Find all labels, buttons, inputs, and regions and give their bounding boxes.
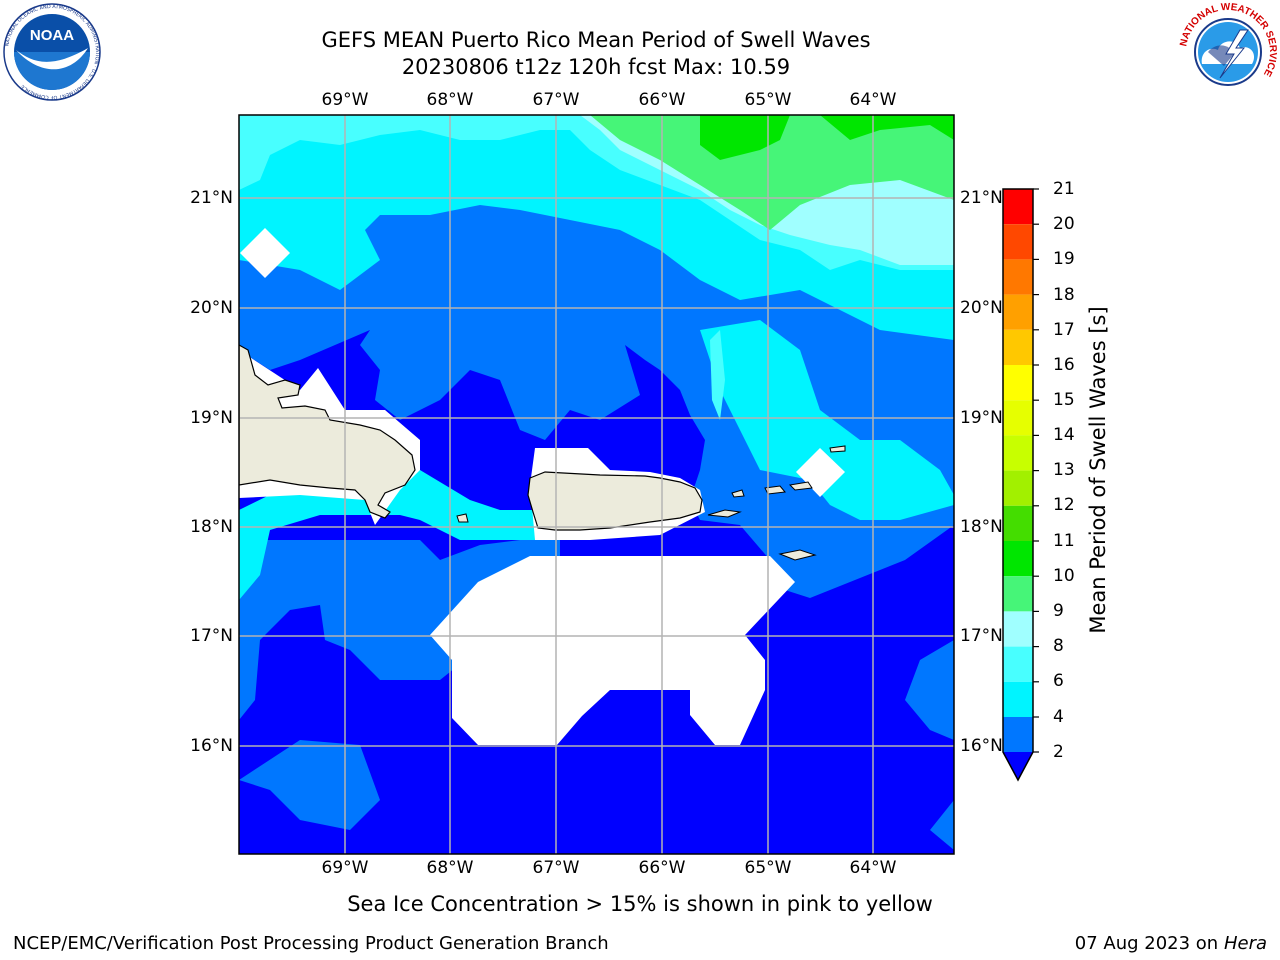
- colorbar-bin-16-17: [1003, 329, 1033, 365]
- lat-label-right: 20°N: [960, 298, 1003, 318]
- colorbar-tick: 2: [1053, 742, 1064, 762]
- colorbar-tick: 16: [1053, 355, 1075, 375]
- contour-band-11-12: [700, 115, 954, 160]
- colorbar-bin-10-11: [1003, 541, 1033, 577]
- contour-band-4-6: [239, 115, 954, 850]
- colorbar-tick: 12: [1053, 495, 1075, 515]
- colorbar-bin-4-6: [1003, 681, 1033, 717]
- lat-label-left: 16°N: [190, 736, 233, 756]
- colorbar-outline: [1002, 188, 1034, 782]
- colorbar-tick: 18: [1053, 285, 1075, 305]
- colorbar-title: Mean Period of Swell Waves [s]: [1086, 306, 1110, 634]
- lon-label-bottom: 68°W: [426, 858, 474, 878]
- colorbar-bin-20-21: [1003, 189, 1033, 225]
- colorbar-tick: 17: [1053, 320, 1075, 340]
- colorbar-tick: 14: [1053, 425, 1075, 445]
- lon-label-bottom: 65°W: [744, 858, 792, 878]
- colorbar-tick: 15: [1053, 390, 1075, 410]
- colorbar-bin-2-4: [1003, 717, 1033, 752]
- lat-label-right: 21°N: [960, 188, 1003, 208]
- nws-logo: NATIONAL WEATHER SERVICE: [1178, 2, 1278, 100]
- map-title: GEFS MEAN Puerto Rico Mean Period of Swe…: [321, 28, 871, 52]
- footer-date: 07 Aug 2023 on Hera: [1075, 933, 1267, 955]
- lon-label-bottom: 66°W: [638, 858, 686, 878]
- lon-label-top: 66°W: [638, 90, 686, 110]
- colorbar-bin-14-15: [1003, 400, 1033, 436]
- colorbar-tick: 6: [1053, 671, 1064, 691]
- colorbar-bin-19-20: [1003, 224, 1033, 260]
- colorbar-bin-18-19: [1003, 259, 1033, 295]
- colorbar-extend-min: [1003, 752, 1033, 780]
- st-croix-island: [778, 549, 817, 561]
- map-frame: [238, 114, 955, 855]
- colorbar-bin-17-18: [1003, 294, 1033, 330]
- lon-label-bottom: 69°W: [321, 858, 369, 878]
- lon-label-bottom: 64°W: [849, 858, 897, 878]
- contour-band-8-9-streak: [710, 330, 725, 420]
- colorbar-bin-8-9: [1003, 611, 1033, 647]
- contour-band-10-11: [590, 115, 954, 230]
- colorbar: [1002, 188, 1039, 782]
- colorbar-tick: 20: [1053, 214, 1075, 234]
- sea-ice-note: Sea Ice Concentration > 15% is shown in …: [347, 892, 933, 916]
- mask-region-south: [430, 556, 795, 745]
- lon-label-top: 69°W: [321, 90, 369, 110]
- colorbar-tick: 21: [1053, 179, 1075, 199]
- lat-label-right: 16°N: [960, 736, 1003, 756]
- lon-label-top: 64°W: [849, 90, 897, 110]
- lat-label-left: 19°N: [190, 408, 233, 428]
- lon-label-top: 67°W: [532, 90, 580, 110]
- lat-label-right: 19°N: [960, 408, 1003, 428]
- lon-label-bottom: 67°W: [532, 858, 580, 878]
- colorbar-tick: 19: [1053, 249, 1075, 269]
- tortola-island: [788, 481, 813, 491]
- culebra-island: [731, 489, 745, 498]
- colorbar-bin-15-16: [1003, 365, 1033, 401]
- puerto-rico-landmass: [527, 471, 703, 531]
- colorbar-bin-13-14: [1003, 435, 1033, 471]
- vieques-island: [707, 509, 742, 518]
- anegada-island: [829, 445, 846, 453]
- lon-label-top: 65°W: [744, 90, 792, 110]
- lat-label-left: 17°N: [190, 626, 233, 646]
- colorbar-tick: 11: [1053, 531, 1075, 551]
- lat-label-right: 17°N: [960, 626, 1003, 646]
- footer-machine: Hera: [1223, 933, 1267, 954]
- lat-label-left: 20°N: [190, 298, 233, 318]
- hispaniola-landmass: [239, 344, 416, 519]
- lat-label-left: 18°N: [190, 517, 233, 537]
- footer-branch: NCEP/EMC/Verification Post Processing Pr…: [13, 933, 609, 954]
- colorbar-tick: 10: [1053, 566, 1075, 586]
- colorbar-bin-6-8: [1003, 646, 1033, 682]
- st-thomas-island: [764, 485, 786, 495]
- lat-label-left: 21°N: [190, 188, 233, 208]
- colorbar-bin-12-13: [1003, 470, 1033, 506]
- noaa-logo-text: NOAA: [30, 27, 74, 44]
- graticule: [239, 115, 954, 854]
- footer-date-text: 07 Aug 2023 on: [1074, 933, 1219, 954]
- mask-region-northwest: [240, 228, 290, 278]
- colorbar-tick: 8: [1053, 636, 1064, 656]
- colorbar-tick: 13: [1053, 460, 1075, 480]
- map-subtitle: 20230806 t12z 120h fcst Max: 10.59: [401, 55, 791, 79]
- colorbar-bin-9-10: [1003, 576, 1033, 612]
- colorbar-tick: 4: [1053, 707, 1064, 727]
- noaa-logo: NOAA NATIONAL OCEANIC AND ATMOSPHERIC AD…: [3, 3, 101, 101]
- lon-label-top: 68°W: [426, 90, 474, 110]
- mona-island: [456, 513, 469, 523]
- colorbar-bin-11-12: [1003, 505, 1033, 541]
- colorbar-tick: 9: [1053, 601, 1064, 621]
- lat-label-right: 18°N: [960, 517, 1003, 537]
